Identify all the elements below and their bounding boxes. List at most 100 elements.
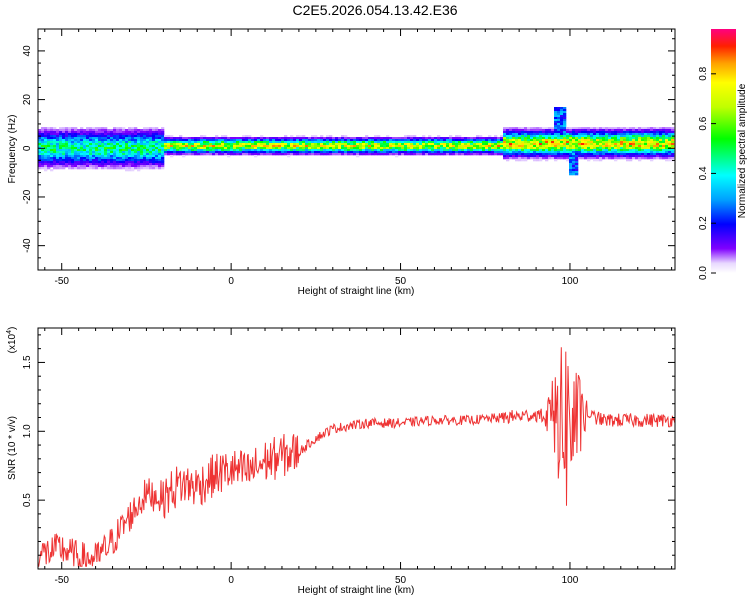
heatmap-cell xyxy=(416,145,420,148)
heatmap-cell xyxy=(218,151,222,154)
heatmap-cell xyxy=(107,163,111,166)
heatmap-cell xyxy=(329,151,333,154)
heatmap-cell xyxy=(467,139,471,142)
heatmap-cell xyxy=(197,151,201,154)
heatmap-cell xyxy=(470,139,474,142)
heatmap-cell xyxy=(557,133,561,136)
heatmap-cell xyxy=(665,133,669,136)
heatmap-cell xyxy=(455,137,459,140)
heatmap-cell xyxy=(476,153,480,156)
heatmap-cell xyxy=(533,137,537,140)
heatmap-cell xyxy=(611,133,615,136)
heatmap-cell xyxy=(521,141,525,144)
heatmap-cell xyxy=(137,135,141,138)
heatmap-cell xyxy=(377,153,381,156)
heatmap-cell xyxy=(251,143,255,146)
heatmap-cell xyxy=(506,153,510,156)
heatmap-cell xyxy=(329,145,333,148)
heatmap-cell xyxy=(92,129,96,132)
heatmap-cell xyxy=(71,139,75,142)
heatmap-cell xyxy=(410,137,414,140)
heatmap-cell xyxy=(149,131,153,134)
heatmap-cell xyxy=(386,139,390,142)
heatmap-cell xyxy=(617,135,621,138)
heatmap-cell xyxy=(245,149,249,152)
heatmap-cell xyxy=(326,135,330,138)
heatmap-cell xyxy=(218,149,222,152)
heatmap-cell xyxy=(653,157,657,160)
heatmap-cell xyxy=(62,139,66,142)
heatmap-cell xyxy=(593,127,597,130)
heatmap-cell xyxy=(332,151,336,154)
heatmap-cell xyxy=(311,147,315,150)
heatmap-cell xyxy=(95,133,99,136)
heatmap-cell xyxy=(557,145,561,148)
heatmap-cell xyxy=(86,139,90,142)
heatmap-cell xyxy=(176,153,180,156)
heatmap-cell xyxy=(626,127,630,130)
heatmap-cell xyxy=(107,161,111,164)
heatmap-cell xyxy=(491,143,495,146)
heatmap-cell xyxy=(512,145,516,148)
heatmap-cell xyxy=(137,131,141,134)
heatmap-cell xyxy=(506,131,510,134)
heatmap-cell xyxy=(50,131,54,134)
heatmap-cell xyxy=(467,141,471,144)
heatmap-cell xyxy=(575,173,579,176)
heatmap-cell xyxy=(152,145,156,148)
heatmap-cell xyxy=(503,153,507,156)
heatmap-cell xyxy=(170,139,174,142)
heatmap-cell xyxy=(653,129,657,132)
heatmap-cell xyxy=(512,139,516,142)
heatmap-cell xyxy=(71,127,75,130)
heatmap-cell xyxy=(455,153,459,156)
heatmap-cell xyxy=(230,147,234,150)
heatmap-cell xyxy=(569,159,573,162)
x-tick-label: -50 xyxy=(54,276,69,287)
heatmap-cell xyxy=(560,151,564,154)
heatmap-cell xyxy=(197,139,201,142)
heatmap-cell xyxy=(263,141,267,144)
heatmap-cell xyxy=(113,143,117,146)
heatmap-cell xyxy=(539,147,543,150)
x-tick-label: 100 xyxy=(562,575,579,586)
heatmap-cell xyxy=(284,147,288,150)
heatmap-cell xyxy=(119,153,123,156)
heatmap-cell xyxy=(521,159,525,162)
heatmap-cell xyxy=(380,139,384,142)
heatmap-cell xyxy=(506,159,510,162)
heatmap-cell xyxy=(599,141,603,144)
heatmap-cell xyxy=(218,137,222,140)
heatmap-cell xyxy=(71,141,75,144)
heatmap-cell xyxy=(449,151,453,154)
heatmap-cell xyxy=(551,135,555,138)
heatmap-cell xyxy=(422,141,426,144)
heatmap-cell xyxy=(128,161,132,164)
heatmap-cell xyxy=(542,153,546,156)
heatmap-cell xyxy=(80,147,84,150)
heatmap-cell xyxy=(149,143,153,146)
heatmap-cell xyxy=(641,147,645,150)
heatmap-cell xyxy=(593,143,597,146)
heatmap-cell xyxy=(563,119,567,122)
heatmap-cell xyxy=(308,153,312,156)
heatmap-cell xyxy=(71,147,75,150)
heatmap-cell xyxy=(428,151,432,154)
heatmap-cell xyxy=(623,127,627,130)
heatmap-cell xyxy=(596,159,600,162)
heatmap-cell xyxy=(98,141,102,144)
heatmap-cell xyxy=(104,145,108,148)
heatmap-cell xyxy=(374,143,378,146)
heatmap-cell xyxy=(158,165,162,168)
heatmap-cell xyxy=(569,155,573,158)
heatmap-cell xyxy=(323,137,327,140)
heatmap-cell xyxy=(611,145,615,148)
heatmap-cell xyxy=(569,147,573,150)
heatmap-cell xyxy=(428,143,432,146)
heatmap-cell xyxy=(359,139,363,142)
heatmap-cell xyxy=(41,135,45,138)
heatmap-cell xyxy=(650,143,654,146)
heatmap-cell xyxy=(548,143,552,146)
heatmap-cell xyxy=(104,163,108,166)
heatmap-cell xyxy=(374,135,378,138)
